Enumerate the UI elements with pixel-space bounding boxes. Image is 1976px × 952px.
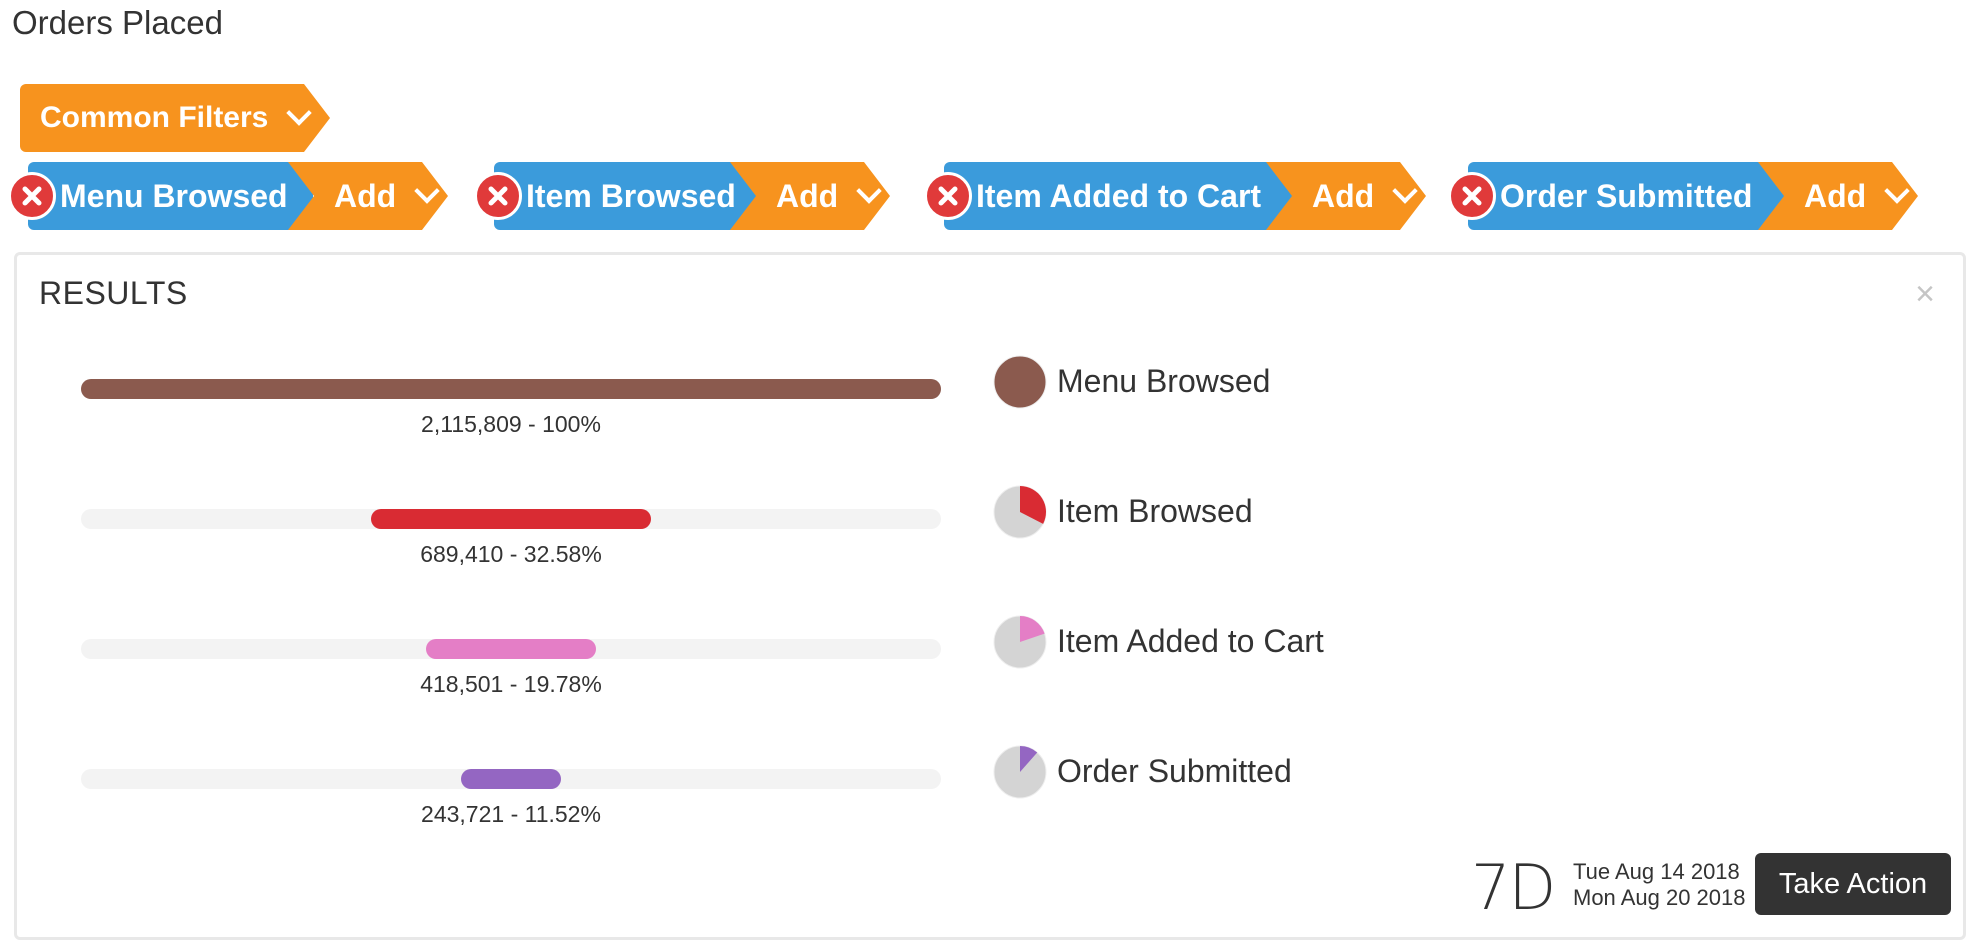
conversion-pie-icon	[993, 355, 1047, 409]
funnel-bar-fill	[370, 509, 652, 529]
funnel-row: 243,721 - 11.52% Order Submitted	[17, 745, 1917, 835]
close-icon[interactable]: ×	[1915, 275, 1935, 313]
step-event-label: Menu Browsed	[60, 177, 288, 214]
funnel-row-label: Order Submitted	[1057, 753, 1292, 789]
page-title: Orders Placed	[12, 4, 223, 41]
pie-background	[993, 355, 1047, 409]
take-action-button[interactable]: Take Action	[1755, 853, 1951, 915]
chevron-down-icon	[1392, 178, 1418, 204]
step-event-label: Item Added to Cart	[976, 177, 1262, 214]
conversion-pie-icon	[993, 615, 1047, 669]
add-filter-button[interactable]: Add	[288, 162, 448, 230]
funnel-step-menu-browsed: Menu Browsed Add	[8, 162, 448, 230]
funnel-step-order-submitted: Order Submitted Add	[1448, 162, 1918, 230]
common-filters-button[interactable]: Common Filters	[20, 84, 330, 152]
step-event-chip[interactable]: Item Browsed	[494, 162, 756, 230]
funnel-row-value: 2,115,809 - 100%	[421, 411, 601, 437]
remove-step-icon[interactable]	[924, 172, 972, 220]
funnel-bar-fill	[425, 639, 597, 659]
date-end: Mon Aug 20 2018	[1573, 885, 1746, 910]
step-event-chip[interactable]: Order Submitted	[1468, 162, 1784, 230]
funnel-bar-track	[81, 639, 941, 659]
period-label: 7D	[1471, 851, 1556, 924]
funnel-row: 2,115,809 - 100% Menu Browsed	[17, 355, 1917, 445]
remove-step-icon[interactable]	[8, 172, 56, 220]
chevron-down-icon	[1884, 178, 1910, 204]
funnel-bar-fill	[461, 769, 561, 789]
add-filter-button[interactable]: Add	[1266, 162, 1426, 230]
step-event-chip[interactable]: Item Added to Cart	[944, 162, 1292, 230]
funnel-step-item-browsed: Item Browsed Add	[474, 162, 894, 230]
funnel-row-value: 243,721 - 11.52%	[421, 801, 601, 827]
step-event-label: Order Submitted	[1500, 177, 1753, 214]
funnel-bar-track	[81, 509, 941, 529]
funnel-bar-fill	[81, 379, 941, 399]
step-event-label: Item Browsed	[526, 177, 736, 214]
add-filter-label: Add	[776, 177, 839, 214]
chevron-down-icon	[856, 178, 882, 204]
remove-step-icon[interactable]	[1448, 172, 1496, 220]
date-range: Tue Aug 14 2018 Mon Aug 20 2018	[1573, 859, 1745, 911]
chevron-down-icon	[286, 100, 313, 126]
results-title: RESULTS	[39, 275, 188, 311]
remove-step-icon[interactable]	[474, 172, 522, 220]
step-event-chip[interactable]: Menu Browsed	[28, 162, 313, 230]
conversion-pie-icon	[993, 745, 1047, 799]
chevron-down-icon	[414, 178, 440, 204]
add-filter-label: Add	[334, 177, 397, 214]
funnel-row-value: 418,501 - 19.78%	[420, 671, 602, 697]
funnel-row-label: Menu Browsed	[1057, 363, 1271, 399]
date-start: Tue Aug 14 2018	[1573, 859, 1740, 884]
funnel-row: 689,410 - 32.58% Item Browsed	[17, 485, 1917, 575]
funnel-row: 418,501 - 19.78% Item Added to Cart	[17, 615, 1917, 705]
results-panel: RESULTS × 2,115,809 - 100% Menu Browsed …	[14, 252, 1966, 940]
funnel-step-item-added-to-cart: Item Added to Cart Add	[924, 162, 1426, 230]
common-filters-label: Common Filters	[40, 101, 269, 134]
funnel-row-label: Item Added to Cart	[1057, 623, 1324, 659]
add-filter-label: Add	[1312, 177, 1375, 214]
funnel-row-value: 689,410 - 32.58%	[420, 541, 602, 567]
add-filter-label: Add	[1804, 177, 1867, 214]
pie-slice	[1020, 616, 1045, 642]
pie-slice	[1020, 486, 1046, 524]
add-filter-button[interactable]: Add	[1758, 162, 1918, 230]
pie-slice	[1020, 746, 1038, 772]
funnel-bar-track	[81, 769, 941, 789]
funnel-bar-track	[81, 379, 941, 399]
add-filter-button[interactable]: Add	[730, 162, 890, 230]
conversion-pie-icon	[993, 485, 1047, 539]
funnel-row-label: Item Browsed	[1057, 493, 1253, 529]
